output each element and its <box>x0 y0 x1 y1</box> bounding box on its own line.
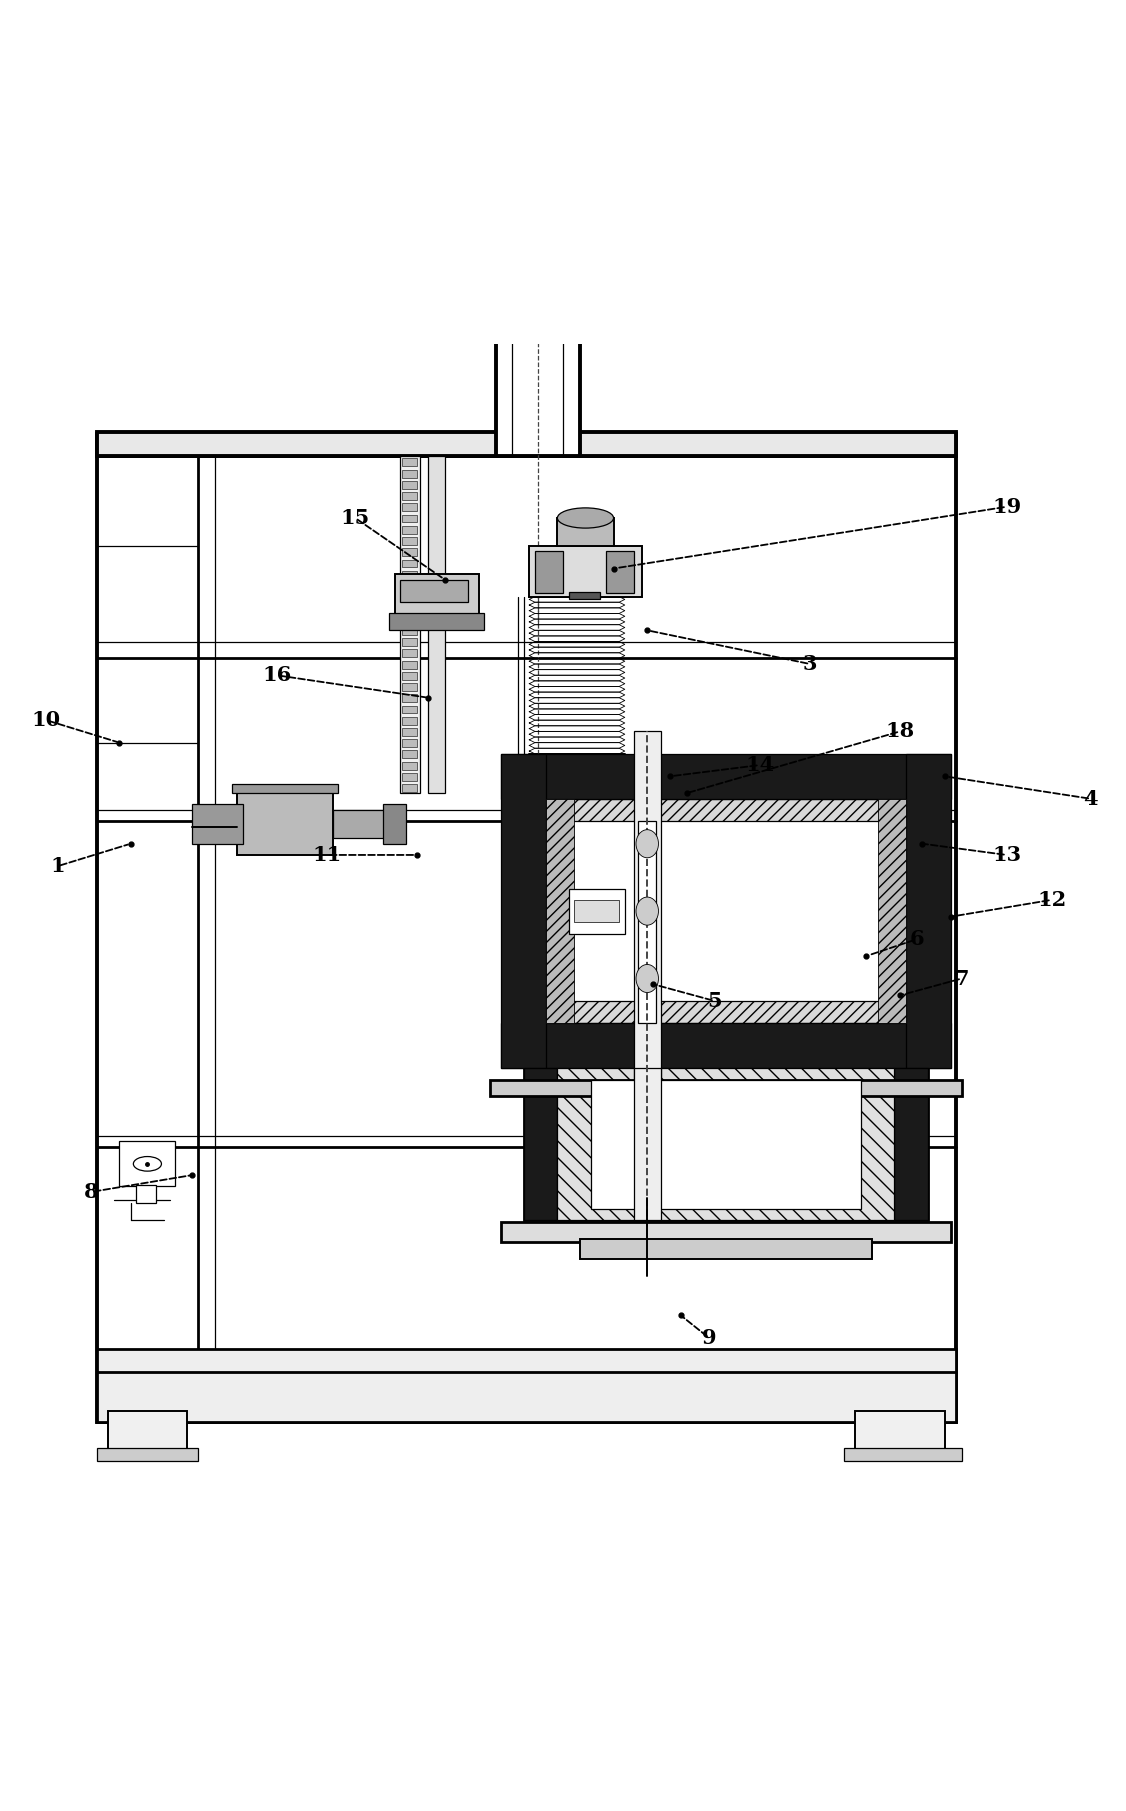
Bar <box>402 717 417 724</box>
Bar <box>501 1222 950 1242</box>
Bar <box>232 784 338 793</box>
Bar <box>402 570 417 580</box>
Bar <box>402 616 417 623</box>
Text: 7: 7 <box>955 969 969 989</box>
Bar <box>402 750 417 759</box>
Bar <box>402 694 417 703</box>
Text: 13: 13 <box>992 846 1021 866</box>
Bar <box>634 1068 661 1221</box>
Bar <box>524 1068 557 1221</box>
Bar <box>402 469 417 478</box>
Bar <box>402 549 417 556</box>
Bar <box>877 799 905 1023</box>
Bar <box>574 900 619 922</box>
Bar <box>557 518 614 547</box>
Bar <box>402 594 417 601</box>
Bar <box>193 804 243 844</box>
Bar <box>402 739 417 748</box>
Bar <box>495 288 580 456</box>
Bar <box>855 1411 945 1456</box>
Bar <box>529 547 642 596</box>
Text: 11: 11 <box>313 846 342 866</box>
Bar <box>524 1068 928 1221</box>
Bar <box>402 525 417 534</box>
Bar <box>97 1449 198 1461</box>
Bar <box>535 551 563 594</box>
Bar <box>402 458 417 465</box>
Ellipse shape <box>557 507 614 529</box>
Bar <box>136 1184 157 1203</box>
Bar <box>402 706 417 714</box>
Bar <box>333 810 394 838</box>
Bar <box>97 435 956 1422</box>
Bar <box>400 456 420 793</box>
Bar <box>402 637 417 647</box>
Bar <box>402 503 417 511</box>
Bar <box>394 574 479 619</box>
Text: 15: 15 <box>340 509 369 529</box>
Bar <box>402 728 417 735</box>
Bar <box>108 1411 187 1456</box>
Bar <box>402 482 417 489</box>
Bar <box>843 1449 962 1461</box>
Bar <box>569 820 883 1001</box>
Bar <box>501 1023 950 1068</box>
Bar <box>383 804 405 844</box>
Bar <box>238 793 333 855</box>
Text: 3: 3 <box>803 654 817 674</box>
Bar <box>569 889 625 934</box>
Text: 9: 9 <box>701 1327 716 1347</box>
Text: 12: 12 <box>1037 889 1066 909</box>
Bar <box>546 799 574 1023</box>
Bar <box>580 1239 872 1259</box>
Text: 1: 1 <box>51 857 65 877</box>
Text: 10: 10 <box>32 710 61 730</box>
Text: 19: 19 <box>992 496 1021 516</box>
Ellipse shape <box>636 965 659 992</box>
Ellipse shape <box>636 829 659 858</box>
Bar <box>402 514 417 523</box>
Text: 4: 4 <box>1083 790 1098 810</box>
Bar <box>501 753 546 1068</box>
Bar <box>402 605 417 612</box>
Text: 6: 6 <box>910 929 924 949</box>
Bar <box>119 1141 176 1186</box>
Bar <box>97 431 956 456</box>
Bar <box>402 672 417 679</box>
Bar <box>490 1079 962 1096</box>
Bar <box>388 614 484 630</box>
Bar <box>894 1068 928 1221</box>
Bar <box>400 580 467 603</box>
Bar <box>402 650 417 657</box>
Bar <box>591 1079 860 1208</box>
Bar <box>428 456 445 793</box>
Bar <box>402 627 417 636</box>
Bar <box>606 551 634 594</box>
Text: 14: 14 <box>745 755 775 775</box>
Bar <box>501 753 950 799</box>
Text: 5: 5 <box>707 991 722 1011</box>
Bar <box>905 753 950 1068</box>
Bar <box>402 784 417 791</box>
Ellipse shape <box>636 896 659 925</box>
Bar <box>546 799 905 1023</box>
Bar <box>402 538 417 545</box>
Bar <box>97 1349 956 1422</box>
Text: 8: 8 <box>84 1183 98 1203</box>
Bar <box>402 683 417 692</box>
Bar <box>402 493 417 500</box>
Text: 16: 16 <box>262 665 292 685</box>
Bar <box>638 820 656 1023</box>
Bar <box>402 773 417 781</box>
Bar <box>402 560 417 567</box>
Bar <box>402 661 417 668</box>
Text: 18: 18 <box>885 721 914 741</box>
Bar <box>557 1068 894 1221</box>
Bar <box>634 732 661 1090</box>
Bar <box>569 592 600 599</box>
Bar <box>402 762 417 770</box>
Bar <box>402 581 417 590</box>
